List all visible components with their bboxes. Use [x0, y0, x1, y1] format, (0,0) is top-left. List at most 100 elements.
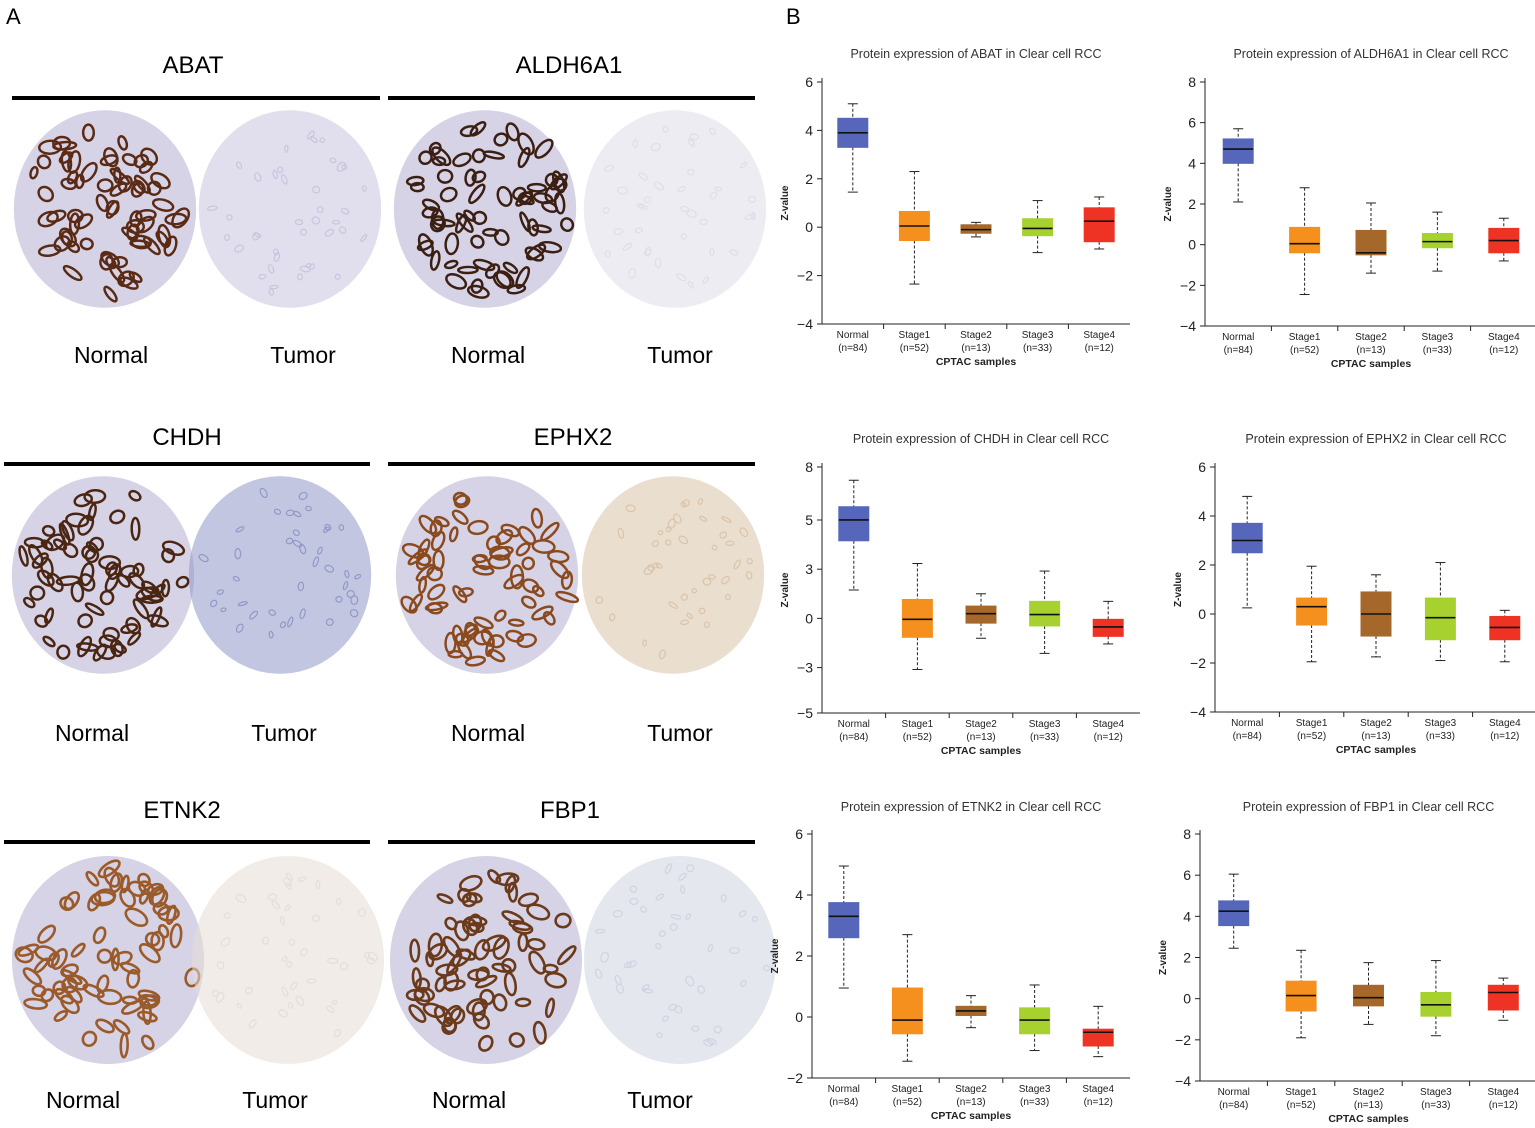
x-count-label: (n=12) — [1490, 731, 1519, 742]
y-tick-label: −5 — [797, 705, 813, 721]
x-tick-label: Stage3 — [1425, 718, 1457, 729]
x-count-label: (n=13) — [956, 1097, 985, 1108]
x-tick-label: Normal — [1231, 718, 1263, 729]
gene-title: ETNK2 — [143, 797, 221, 824]
x-count-label: (n=13) — [961, 343, 990, 354]
x-tick-label: Stage4 — [1082, 1084, 1114, 1095]
tissue-core-normal — [392, 470, 582, 680]
y-axis-label: Z-value — [780, 185, 791, 220]
x-tick-label: Stage2 — [965, 719, 997, 730]
boxplot-chart: Protein expression of ABAT in Clear cell… — [760, 0, 1535, 1128]
x-tick-label: Normal — [828, 1084, 860, 1095]
box-stage3 — [1022, 218, 1054, 237]
x-count-label: (n=52) — [1290, 345, 1319, 356]
y-tick-label: −2 — [1190, 655, 1206, 671]
gene-divider — [4, 840, 370, 844]
y-axis-label: Z-value — [1163, 186, 1174, 221]
x-count-label: (n=52) — [1297, 731, 1326, 742]
boxplot-panel: Protein expression of ABAT in Clear cell… — [760, 0, 1535, 1128]
gene-title: EPHX2 — [533, 424, 613, 451]
y-tick-label: 0 — [805, 219, 813, 235]
y-tick-label: −2 — [1175, 1032, 1191, 1048]
x-tick-label: Stage1 — [892, 1084, 924, 1095]
x-tick-label: Stage1 — [902, 719, 934, 730]
x-count-label: (n=33) — [1023, 343, 1052, 354]
tissue-core-tumor — [195, 104, 385, 314]
x-tick-label: Stage1 — [1285, 1087, 1317, 1098]
box-stage2 — [965, 605, 997, 624]
panel-label-b: B — [786, 4, 801, 29]
box-stage1 — [1296, 597, 1328, 626]
x-tick-label: Stage3 — [1029, 719, 1061, 730]
x-count-label: (n=84) — [838, 343, 867, 354]
x-tick-label: Stage2 — [1353, 1087, 1385, 1098]
box-stage3 — [1421, 232, 1453, 249]
x-count-label: (n=52) — [903, 732, 932, 743]
box-stage1 — [891, 987, 923, 1035]
boxplot-chart: Protein expression of ETNK2 in Clear cel… — [760, 0, 1535, 1128]
x-tick-label: Normal — [837, 330, 869, 341]
tissue-core-tumor — [580, 104, 770, 314]
gene-divider — [388, 96, 755, 100]
y-tick-label: 8 — [1183, 826, 1191, 842]
ihc-panel: ABAT Normal Tumor ALDH6A1 Normal Tumor CHDH Nor… — [0, 0, 776, 1128]
chart-title: Protein expression of ETNK2 in Clear cel… — [841, 800, 1102, 814]
chart-title: Protein expression of FBP1 in Clear cell… — [1243, 800, 1495, 814]
boxplot-chart: Protein expression of CHDH in Clear cell… — [760, 0, 1535, 1128]
core-label-tumor: Tumor — [647, 720, 713, 746]
box-normal — [838, 506, 870, 542]
x-axis-label: CPTAC samples — [1331, 358, 1411, 370]
y-tick-label: −4 — [1175, 1073, 1191, 1089]
y-tick-label: 6 — [1183, 867, 1191, 883]
y-tick-label: −3 — [797, 660, 813, 676]
ihc-block-etnk2: ETNK2 Normal Tumor — [0, 0, 760, 1128]
y-tick-label: 0 — [1198, 606, 1206, 622]
boxplot-chart: Protein expression of FBP1 in Clear cell… — [760, 0, 1535, 1128]
tissue-core-tumor — [578, 470, 768, 680]
x-axis-label: CPTAC samples — [1328, 1113, 1408, 1125]
ihc-block-fbp1: FBP1 Normal Tumor — [0, 0, 776, 1128]
x-count-label: (n=13) — [966, 732, 995, 743]
x-axis-label: CPTAC samples — [931, 1110, 1011, 1122]
tissue-core-tumor — [188, 850, 388, 1070]
chart-title: Protein expression of ABAT in Clear cell… — [850, 47, 1101, 61]
core-label-normal: Normal — [54, 720, 130, 746]
boxplot-chart: Protein expression of EPHX2 in Clear cel… — [760, 0, 1535, 1128]
y-tick-label: 0 — [795, 1009, 803, 1025]
box-normal — [1218, 900, 1250, 927]
x-tick-label: Stage3 — [1019, 1084, 1051, 1095]
x-count-label: (n=84) — [839, 732, 868, 743]
tissue-core-normal — [8, 850, 208, 1070]
x-tick-label: Stage1 — [1296, 718, 1328, 729]
x-tick-label: Stage4 — [1488, 332, 1520, 343]
box-normal — [1222, 138, 1254, 164]
panel-label-a: A — [6, 4, 21, 29]
y-tick-label: −4 — [1180, 318, 1196, 334]
box-stage2 — [1355, 229, 1387, 256]
x-axis-label: CPTAC samples — [1336, 744, 1416, 756]
core-label-normal: Normal — [431, 1087, 507, 1113]
box-stage4 — [1092, 618, 1124, 637]
chart-title: Protein expression of ALDH6A1 in Clear c… — [1233, 47, 1508, 61]
y-tick-label: 4 — [1198, 508, 1206, 524]
x-tick-label: Stage4 — [1489, 718, 1521, 729]
box-stage4 — [1083, 207, 1115, 243]
x-tick-label: Stage2 — [1355, 332, 1387, 343]
x-count-label: (n=12) — [1084, 1097, 1113, 1108]
x-axis-label: CPTAC samples — [941, 745, 1021, 757]
tissue-core-normal — [10, 104, 200, 314]
x-count-label: (n=12) — [1094, 732, 1123, 743]
y-tick-label: −2 — [787, 1070, 803, 1086]
y-tick-label: 8 — [805, 459, 813, 475]
y-tick-label: 5 — [805, 512, 813, 528]
x-tick-label: Stage3 — [1422, 332, 1454, 343]
x-count-label: (n=33) — [1020, 1097, 1049, 1108]
x-count-label: (n=84) — [1233, 731, 1262, 742]
box-stage3 — [1424, 597, 1456, 641]
y-tick-label: −4 — [1190, 704, 1206, 720]
x-count-label: (n=13) — [1361, 731, 1390, 742]
y-tick-label: 0 — [1188, 237, 1196, 253]
y-tick-label: 4 — [795, 887, 803, 903]
tissue-core-normal — [390, 104, 580, 314]
x-tick-label: Stage1 — [1289, 332, 1321, 343]
